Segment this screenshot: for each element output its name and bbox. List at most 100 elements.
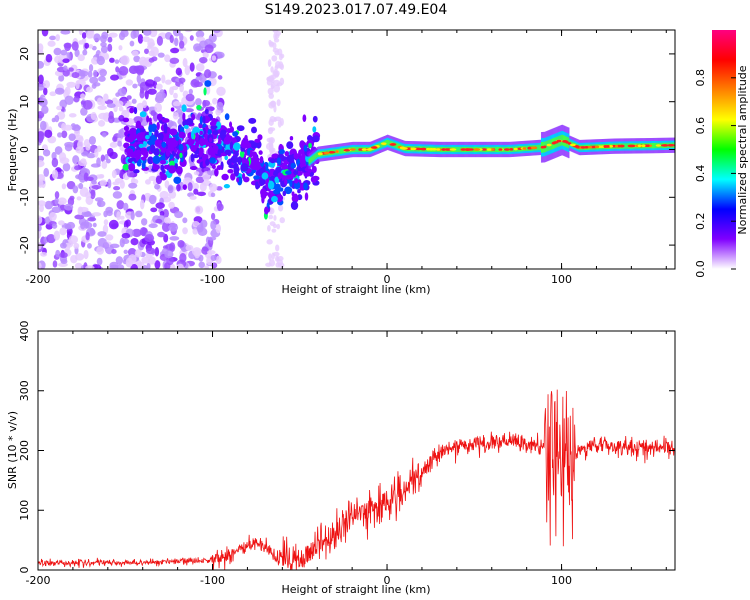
spectrogram-cell — [66, 81, 77, 88]
spectrogram-cell — [74, 165, 82, 171]
spectrogram-cell — [275, 60, 281, 68]
spectrogram-cell — [277, 259, 283, 266]
spectrogram-cell — [276, 157, 282, 166]
spectrogram-cell — [109, 57, 115, 63]
spectrogram-cell — [513, 147, 518, 151]
snr-x-tick-label: -100 — [200, 574, 225, 587]
spectrogram-cell — [195, 63, 205, 72]
spectrogram-cell — [153, 76, 161, 82]
spectrogram-cell — [84, 219, 90, 229]
spectrogram-cell — [457, 146, 459, 153]
spectrogram-cell — [651, 142, 654, 149]
spectrogram-cell — [211, 164, 216, 169]
spectrogram-cell — [154, 183, 161, 190]
spectrogram-cell — [196, 191, 206, 197]
spectrogram-cell — [88, 64, 94, 72]
spectrogram-cell — [103, 210, 108, 218]
spectrogram-cell — [236, 125, 245, 132]
spectrogram-cell — [182, 184, 188, 190]
spectrogram-cell — [173, 147, 178, 154]
spectrogram-cell — [144, 79, 155, 87]
spectrogram-cell — [183, 124, 189, 129]
spectrogram-cell — [243, 176, 250, 183]
spectrogram-cell — [155, 218, 163, 224]
spectrogram-cell — [126, 137, 134, 143]
spectrogram-cell — [154, 260, 161, 269]
spectrogram-cell — [212, 145, 219, 152]
spectrogram-y-tick-label: 10 — [18, 95, 31, 109]
spectrogram-cell — [530, 146, 538, 150]
spectrogram-cell — [96, 246, 105, 255]
spectrogram-cell — [272, 42, 277, 50]
spectrogram-cell — [126, 95, 132, 100]
spectrogram-cell — [280, 53, 285, 59]
spectrogram-cell — [139, 111, 147, 118]
spectrogram-cell — [148, 175, 157, 182]
spectrogram-cell — [569, 143, 576, 147]
spectrogram-cell — [154, 247, 160, 257]
spectrogram-cell — [216, 101, 224, 111]
spectrogram-cell — [236, 177, 240, 183]
spectrogram-cell — [46, 233, 56, 244]
spectrogram-cell — [100, 154, 105, 163]
spectrogram-cell — [40, 251, 48, 257]
spectrogram-cell — [268, 214, 274, 220]
spectrogram-cell — [72, 185, 79, 194]
spectrogram-cell — [125, 79, 134, 86]
spectrogram-cell — [289, 135, 294, 141]
spectrogram-cell — [272, 189, 281, 195]
spectrogram-cell — [100, 34, 107, 43]
spectrogram-cell — [64, 203, 74, 211]
spectrogram-cell — [164, 54, 171, 63]
spectrogram-cell — [83, 249, 89, 260]
spectrogram-cell — [277, 172, 283, 180]
spectrogram-cell — [173, 158, 179, 164]
spectrogram-cell — [108, 219, 119, 230]
spectrogram-cell — [268, 118, 274, 126]
spectrogram-cell — [51, 223, 58, 229]
snr-y-tick-label: 300 — [18, 380, 31, 401]
spectrogram-cell — [399, 146, 405, 150]
spectrogram-cell — [184, 65, 191, 76]
spectrogram-cell — [38, 179, 44, 188]
spectrogram-cell — [54, 87, 65, 95]
spectrogram-cell — [254, 138, 261, 143]
spectrogram-cell — [61, 122, 66, 131]
spectrogram-cell — [174, 37, 179, 47]
spectrogram-cell — [93, 82, 101, 87]
spectrogram-cell — [74, 214, 85, 220]
spectrogram-cell — [86, 86, 93, 93]
spectrogram-cell — [152, 155, 161, 165]
spectrogram-cell — [207, 236, 217, 241]
spectrogram-cell — [131, 98, 137, 104]
spectrogram-cell — [349, 148, 356, 151]
spectrogram-cell — [130, 210, 135, 221]
spectrogram-cell — [276, 223, 281, 230]
spectrogram-cell — [444, 148, 450, 151]
spectrogram-image — [38, 30, 675, 269]
spectrogram-cell — [120, 30, 129, 38]
spectrogram-cell — [209, 157, 216, 164]
spectrogram-cell — [130, 238, 139, 246]
spectrogram-cell — [626, 143, 629, 149]
spectrogram-cell — [259, 156, 264, 164]
spectrogram-cell — [168, 223, 179, 232]
spectrogram-cell — [74, 262, 83, 269]
spectrogram-cell — [190, 153, 195, 163]
spectrogram-cell — [308, 142, 312, 149]
spectrogram-cell — [244, 142, 252, 149]
spectrogram-cell — [199, 115, 203, 125]
spectrogram-cell — [274, 176, 280, 183]
spectrogram-cell — [138, 261, 145, 268]
spectrogram-cell — [78, 160, 88, 167]
spectrogram-cell — [115, 92, 120, 97]
spectrogram-cell — [561, 134, 564, 146]
spectrogram-cell — [221, 173, 229, 181]
spectrogram-cell — [213, 30, 221, 34]
spectrogram-cell — [116, 211, 121, 221]
spectrogram-cell — [267, 87, 274, 95]
spectrogram-cell — [229, 141, 234, 151]
spectrogram-cell — [431, 148, 438, 151]
spectrogram-cell — [68, 113, 77, 118]
